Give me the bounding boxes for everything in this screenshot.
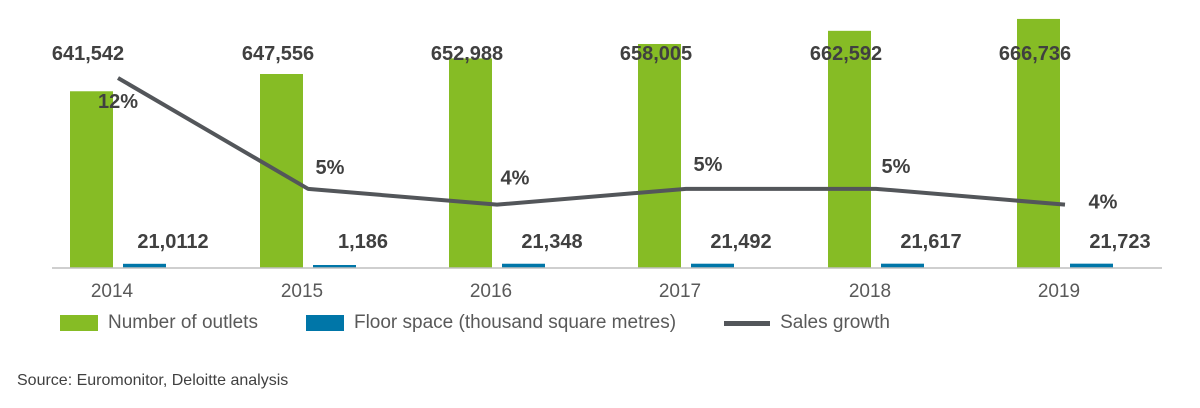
x-tick-2015: 2015 (281, 281, 323, 302)
x-tick-2016: 2016 (470, 281, 512, 302)
outlets-label-2014: 641,542 (52, 43, 124, 65)
x-tick-2017: 2017 (659, 281, 701, 302)
sales-growth-label-2015: 5% (316, 157, 345, 179)
floor-space-label-2018: 21,617 (900, 231, 961, 253)
source-note: Source: Euromonitor, Deloitte analysis (17, 372, 289, 389)
legend-item-sales-growth: Sales growth (724, 312, 890, 334)
legend-label-sales-growth: Sales growth (780, 312, 890, 333)
legend-item-outlets: Number of outlets (60, 312, 258, 334)
outlets-bar-2018 (828, 30, 871, 269)
sales-growth-label-2017: 5% (694, 154, 723, 176)
sales-growth-line (116, 76, 1066, 207)
outlets-label-2017: 658,005 (620, 43, 692, 65)
floor-space-bar-2019 (1070, 263, 1113, 268)
outlets-bar-2014 (70, 91, 113, 268)
outlets-bar-2017 (638, 43, 681, 268)
floor-space-bar-group (123, 263, 1113, 268)
legend-item-floor-space: Floor space (thousand square metres) (305, 312, 677, 334)
x-tick-2019: 2019 (1038, 281, 1080, 302)
legend-label-floor-space: Floor space (thousand square metres) (353, 312, 677, 333)
sales-growth-label-2019: 4% (1089, 192, 1118, 214)
outlets-bar-group (70, 18, 1060, 269)
outlets-label-2015: 647,556 (242, 43, 314, 65)
floor-space-bar-2016 (502, 263, 545, 268)
floor-space-label-2014: 21,0112 (137, 231, 208, 253)
floor-space-label-2016: 21,348 (521, 231, 582, 253)
floor-space-bar-2017 (691, 263, 734, 268)
sales-growth-label-2016: 4% (501, 168, 530, 190)
data-label-group: 641,542 21,0112 647,556 1,186 652,988 21,348 6… (52, 43, 1151, 253)
outlets-bar-2015 (260, 74, 303, 268)
x-tick-2014: 2014 (91, 281, 134, 302)
floor-space-swatch (305, 315, 344, 331)
sales-growth-label-2018: 5% (882, 156, 911, 178)
floor-space-label-2017: 21,492 (710, 231, 771, 253)
floor-space-label-2015: 1,186 (338, 231, 388, 253)
legend: Number of outlets Floor space (thousand … (60, 312, 938, 334)
x-tick-group: 2014 2015 2016 2017 2018 2019 (91, 281, 1080, 302)
outlets-label-2018: 662,592 (810, 43, 882, 65)
outlets-bar-2019 (1017, 18, 1060, 268)
outlets-bar-2016 (449, 58, 492, 268)
floor-space-label-2019: 21,723 (1089, 231, 1150, 253)
legend-label-outlets: Number of outlets (108, 312, 258, 333)
floor-space-bar-2018 (881, 263, 924, 268)
x-tick-2018: 2018 (849, 281, 891, 302)
floor-space-bar-2014 (123, 263, 166, 268)
outlets-swatch (60, 315, 98, 331)
outlets-label-2016: 652,988 (431, 43, 503, 65)
sales-growth-swatch (724, 320, 771, 326)
floor-space-bar-2015 (313, 265, 356, 268)
outlets-label-2019: 666,736 (999, 43, 1071, 65)
sales-growth-label-2014: 12% (98, 91, 138, 113)
